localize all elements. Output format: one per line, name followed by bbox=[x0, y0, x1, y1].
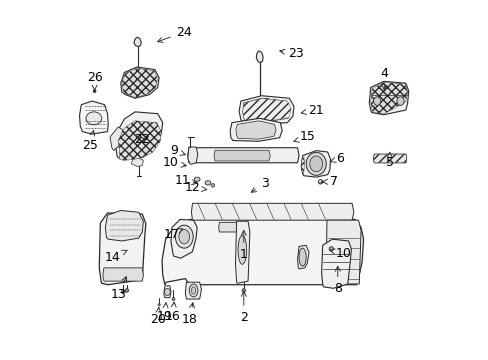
Ellipse shape bbox=[175, 225, 193, 248]
Polygon shape bbox=[80, 101, 108, 134]
Polygon shape bbox=[235, 121, 276, 139]
Text: 15: 15 bbox=[293, 130, 315, 144]
Polygon shape bbox=[163, 286, 171, 298]
Text: 10: 10 bbox=[329, 247, 351, 260]
Text: 9: 9 bbox=[170, 144, 185, 157]
Polygon shape bbox=[118, 121, 161, 160]
Ellipse shape bbox=[125, 289, 128, 292]
Ellipse shape bbox=[242, 289, 245, 292]
Text: 2: 2 bbox=[239, 291, 247, 324]
Ellipse shape bbox=[245, 110, 250, 116]
Polygon shape bbox=[115, 112, 163, 159]
Polygon shape bbox=[171, 220, 197, 258]
Ellipse shape bbox=[164, 288, 170, 296]
Polygon shape bbox=[321, 239, 351, 288]
Polygon shape bbox=[368, 81, 408, 115]
Ellipse shape bbox=[264, 98, 269, 103]
Text: 23: 23 bbox=[279, 47, 304, 60]
Text: 10: 10 bbox=[162, 156, 186, 169]
Ellipse shape bbox=[283, 110, 287, 116]
Polygon shape bbox=[325, 220, 360, 284]
Text: 7: 7 bbox=[322, 175, 337, 188]
Polygon shape bbox=[102, 268, 143, 281]
Text: 26: 26 bbox=[86, 71, 102, 90]
Polygon shape bbox=[187, 147, 198, 164]
Ellipse shape bbox=[158, 304, 160, 306]
Text: 16: 16 bbox=[164, 302, 180, 323]
Polygon shape bbox=[301, 150, 330, 177]
Text: 21: 21 bbox=[301, 104, 324, 117]
Ellipse shape bbox=[189, 284, 198, 297]
Ellipse shape bbox=[172, 298, 175, 301]
Polygon shape bbox=[134, 37, 141, 46]
Ellipse shape bbox=[86, 112, 102, 125]
Ellipse shape bbox=[305, 152, 325, 175]
Ellipse shape bbox=[373, 97, 380, 105]
Polygon shape bbox=[162, 220, 363, 285]
Text: 13: 13 bbox=[110, 277, 126, 301]
Polygon shape bbox=[239, 96, 293, 125]
Polygon shape bbox=[105, 211, 143, 241]
Ellipse shape bbox=[298, 248, 305, 266]
Polygon shape bbox=[256, 51, 263, 62]
Polygon shape bbox=[373, 154, 406, 163]
Polygon shape bbox=[230, 118, 282, 141]
Ellipse shape bbox=[396, 97, 403, 105]
Text: 18: 18 bbox=[182, 303, 198, 326]
Ellipse shape bbox=[328, 247, 333, 251]
Polygon shape bbox=[370, 82, 407, 114]
Ellipse shape bbox=[191, 287, 195, 294]
Text: 24: 24 bbox=[157, 26, 191, 42]
Ellipse shape bbox=[204, 181, 210, 185]
Polygon shape bbox=[214, 150, 270, 161]
Ellipse shape bbox=[238, 235, 246, 264]
Text: 3: 3 bbox=[251, 177, 268, 192]
Text: 6: 6 bbox=[329, 152, 343, 165]
Ellipse shape bbox=[194, 177, 200, 181]
Text: 22: 22 bbox=[134, 133, 150, 146]
Ellipse shape bbox=[179, 229, 189, 244]
Polygon shape bbox=[110, 127, 122, 150]
Polygon shape bbox=[235, 221, 249, 283]
Text: 12: 12 bbox=[184, 181, 206, 194]
Text: 17: 17 bbox=[163, 228, 183, 241]
Text: 1: 1 bbox=[239, 230, 247, 261]
Polygon shape bbox=[185, 282, 201, 299]
Polygon shape bbox=[301, 156, 304, 174]
Ellipse shape bbox=[93, 90, 96, 93]
Text: 19: 19 bbox=[157, 303, 172, 323]
Polygon shape bbox=[218, 222, 239, 232]
Text: 20: 20 bbox=[149, 307, 165, 327]
Text: 5: 5 bbox=[385, 152, 393, 169]
Polygon shape bbox=[121, 67, 159, 98]
Polygon shape bbox=[131, 158, 143, 166]
Text: 25: 25 bbox=[81, 131, 97, 152]
Polygon shape bbox=[191, 203, 353, 220]
Polygon shape bbox=[99, 213, 145, 285]
Text: 8: 8 bbox=[333, 266, 341, 295]
Ellipse shape bbox=[309, 156, 322, 172]
Text: 11: 11 bbox=[174, 174, 197, 186]
Polygon shape bbox=[187, 148, 298, 163]
Polygon shape bbox=[373, 154, 406, 163]
Ellipse shape bbox=[121, 290, 125, 294]
Polygon shape bbox=[122, 68, 158, 98]
Polygon shape bbox=[242, 99, 290, 122]
Text: 4: 4 bbox=[380, 67, 387, 90]
Text: 14: 14 bbox=[105, 250, 127, 264]
Ellipse shape bbox=[211, 184, 214, 187]
Polygon shape bbox=[297, 245, 308, 269]
